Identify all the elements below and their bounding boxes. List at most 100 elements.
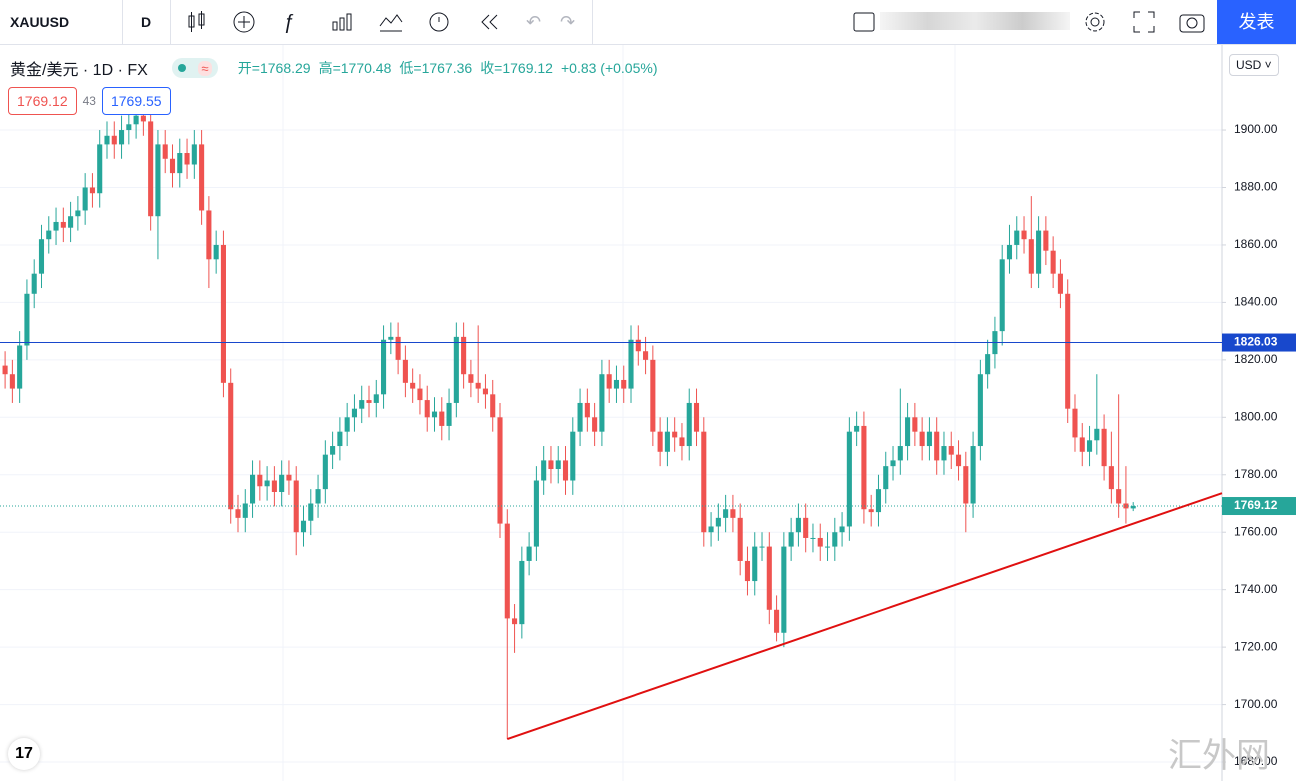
- buy-box[interactable]: 1769.55: [101, 87, 171, 115]
- candle-body: [846, 431, 852, 527]
- candle-body: [381, 339, 387, 395]
- candle-body: [926, 431, 932, 447]
- candle-body: [286, 474, 292, 481]
- candle-body: [512, 618, 518, 625]
- candle-body: [883, 466, 889, 490]
- symbol-name: 黄金/美元 · 1D · FX: [10, 62, 148, 79]
- symbol[interactable]: XAUUSD: [10, 14, 70, 30]
- interval[interactable]: D: [141, 14, 152, 30]
- y-tick-label: 1680.00: [1234, 754, 1278, 768]
- candle-body: [162, 144, 168, 159]
- candle-body: [679, 437, 685, 447]
- y-tick-label: 1860.00: [1234, 237, 1278, 251]
- last-price-tag: [1222, 497, 1296, 516]
- spread: 43: [82, 94, 96, 108]
- candle-body: [504, 523, 510, 619]
- candle-body: [890, 460, 896, 467]
- candle-body: [817, 537, 823, 547]
- candle-body: [824, 546, 831, 548]
- candle-body: [562, 460, 569, 481]
- candle-body: [810, 537, 816, 539]
- candle-body: [963, 466, 969, 504]
- candle-body: [875, 489, 882, 513]
- settings-icon[interactable]: [1082, 9, 1108, 35]
- candle-body: [526, 546, 532, 561]
- candle-body: [730, 509, 736, 518]
- tv-logo[interactable]: 17: [8, 738, 40, 770]
- candle-body: [417, 388, 423, 401]
- candle-body: [715, 517, 721, 527]
- publish-button[interactable]: 发表: [1217, 0, 1296, 44]
- candle-body: [643, 351, 649, 360]
- candle-body: [133, 115, 139, 125]
- candle-body: [657, 431, 663, 452]
- candle-body: [1065, 293, 1071, 409]
- candle-body: [482, 388, 488, 395]
- candle-body: [337, 431, 343, 447]
- candle-body: [46, 230, 52, 240]
- snapshot-icon[interactable]: [1178, 9, 1206, 35]
- candle-body: [613, 379, 620, 389]
- candle-body: [359, 400, 365, 409]
- candle-body: [250, 474, 256, 504]
- layout-icon[interactable]: [852, 11, 876, 33]
- candle-icon[interactable]: [185, 10, 209, 34]
- candle-body: [271, 480, 277, 493]
- candle-body: [854, 425, 860, 432]
- undo[interactable]: ↶: [526, 12, 542, 32]
- y-tick-label: 1760.00: [1234, 524, 1278, 538]
- plot-bg: [0, 45, 1222, 781]
- ohlc-change: +0.83 (+0.05%): [560, 60, 658, 76]
- sell-box[interactable]: 1769.12: [8, 87, 77, 115]
- candle-body: [905, 417, 911, 447]
- candle-body: [279, 474, 285, 493]
- candle-body: [635, 339, 641, 352]
- candle-body: [839, 526, 845, 533]
- y-tick-label: 1840.00: [1234, 295, 1278, 309]
- candle-body: [599, 374, 605, 432]
- candle-body: [402, 359, 408, 383]
- candle-body: [897, 446, 903, 461]
- fx-icon[interactable]: ƒ: [283, 11, 295, 33]
- replay-icon[interactable]: [478, 11, 502, 33]
- candle-body: [82, 187, 88, 211]
- compare-icon[interactable]: [378, 10, 404, 34]
- candle-body: [475, 382, 481, 389]
- add-icon[interactable]: [231, 9, 257, 35]
- fullscreen-icon[interactable]: [1131, 9, 1157, 35]
- redo[interactable]: ↷: [560, 12, 576, 32]
- candle-body: [977, 374, 983, 447]
- candle-body: [315, 489, 321, 504]
- status-pill[interactable]: ≈: [171, 58, 218, 78]
- candle-body: [373, 394, 379, 403]
- candle-body: [912, 417, 918, 432]
- candle-body: [1014, 230, 1020, 245]
- candle-body: [206, 210, 212, 260]
- candle-body: [104, 135, 110, 145]
- y-tick-label: 1780.00: [1234, 467, 1278, 481]
- candle-body: [68, 216, 74, 228]
- candle-body: [686, 402, 692, 447]
- candle-body: [140, 115, 146, 122]
- currency-label: USD: [1236, 58, 1262, 72]
- toolbar: XAUUSD D ƒ ↶ ↷ 发表: [0, 0, 1296, 45]
- currency[interactable]: USD ˅: [1229, 54, 1279, 76]
- template-icon[interactable]: [330, 10, 354, 34]
- y-tick-label: 1820.00: [1234, 352, 1278, 366]
- candle-body: [191, 144, 197, 165]
- alert-icon[interactable]: [426, 8, 454, 36]
- candle-body: [577, 402, 583, 432]
- y-tick-label: 1800.00: [1234, 409, 1278, 423]
- candle-body: [220, 244, 226, 383]
- candle-body: [468, 374, 474, 383]
- candle-body: [446, 402, 452, 426]
- candle-body: [948, 446, 954, 455]
- candle-body: [1006, 244, 1013, 260]
- candle-body: [584, 402, 590, 418]
- candle-body: [1021, 230, 1027, 240]
- candle-body: [1101, 428, 1107, 467]
- candle-body: [664, 431, 670, 452]
- candle-body: [89, 187, 95, 194]
